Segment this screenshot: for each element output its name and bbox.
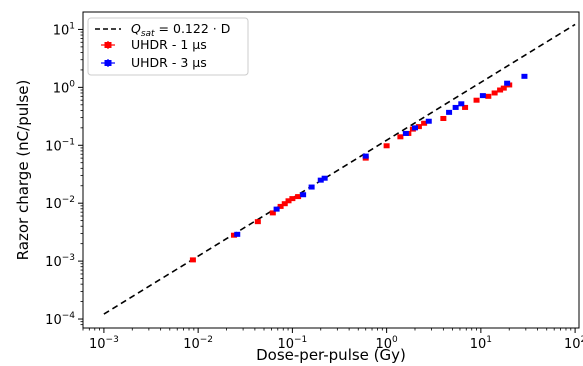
x-tick-label: 101 (470, 335, 492, 352)
y-tick-label: 101 (53, 21, 75, 38)
data-point-uhdr-1us (289, 196, 296, 202)
legend-uhdr-3us-label: UHDR - 3 µs (131, 55, 207, 70)
data-point-uhdr-3us (425, 118, 432, 124)
data-point-uhdr-1us (295, 194, 302, 200)
data-point-uhdr-1us (254, 219, 261, 225)
data-point-uhdr-1us (421, 120, 428, 126)
data-point-uhdr-3us (446, 109, 453, 115)
y-tick-label: 10−3 (45, 253, 75, 270)
x-tick-label: 102 (564, 335, 583, 352)
data-point-uhdr-3us (521, 73, 528, 79)
legend-uhdr-3us-swatch (101, 59, 115, 67)
x-tick-label: 10−2 (183, 335, 213, 352)
data-point-uhdr-3us (317, 177, 324, 183)
data-point-uhdr-1us (397, 134, 404, 140)
y-tick-label: 10−4 (45, 311, 75, 328)
data-point-uhdr-3us (504, 80, 511, 86)
data-point-uhdr-1us (230, 232, 237, 238)
x-tick-label: 100 (375, 335, 398, 352)
data-point-uhdr-1us (473, 97, 480, 103)
data-point-uhdr-1us (269, 210, 276, 216)
data-point-uhdr-1us (500, 85, 507, 91)
data-point-uhdr-1us (440, 115, 447, 121)
data-point-uhdr-1us (491, 90, 498, 96)
data-point-uhdr-3us (402, 130, 409, 136)
y-tick-label: 10−1 (45, 137, 75, 154)
data-point-uhdr-3us (308, 184, 315, 190)
legend-box (87, 17, 249, 76)
legend-uhdr-1us-swatch (101, 41, 115, 49)
x-tick-label: 10−3 (89, 335, 119, 352)
data-point-uhdr-3us (411, 125, 418, 131)
y-axis-label: Razor charge (nC/pulse) (14, 80, 32, 261)
y-tick-label: 10−2 (45, 195, 75, 212)
data-point-uhdr-3us (300, 192, 307, 198)
data-point-uhdr-3us (479, 93, 486, 99)
data-point-uhdr-1us (281, 201, 288, 207)
data-point-uhdr-1us (383, 143, 390, 149)
data-point-uhdr-1us (497, 87, 504, 93)
data-point-uhdr-3us (362, 153, 369, 159)
legend-fit-label: Qsat = 0.122 · D (131, 21, 230, 39)
data-point-uhdr-1us (277, 203, 284, 209)
x-axis-label: Dose-per-pulse (Gy) (256, 346, 406, 364)
data-point-uhdr-3us (452, 104, 459, 110)
data-point-uhdr-1us (189, 257, 196, 263)
x-tick-label: 10−1 (277, 335, 307, 352)
data-point-uhdr-3us (273, 206, 280, 212)
data-point-uhdr-1us (285, 198, 292, 204)
data-point-uhdr-1us (415, 124, 422, 130)
data-point-uhdr-1us (462, 104, 469, 110)
data-point-uhdr-3us (234, 231, 241, 237)
data-point-uhdr-1us (485, 93, 492, 99)
legend: Qsat = 0.122 · D UHDR - 1 µs UHDR - 3 µs (87, 17, 249, 76)
data-point-uhdr-3us (321, 175, 328, 181)
fit-line (103, 23, 576, 315)
y-tick-label: 100 (53, 79, 76, 96)
legend-uhdr-1us-label: UHDR - 1 µs (131, 37, 207, 52)
data-point-uhdr-3us (458, 101, 465, 107)
